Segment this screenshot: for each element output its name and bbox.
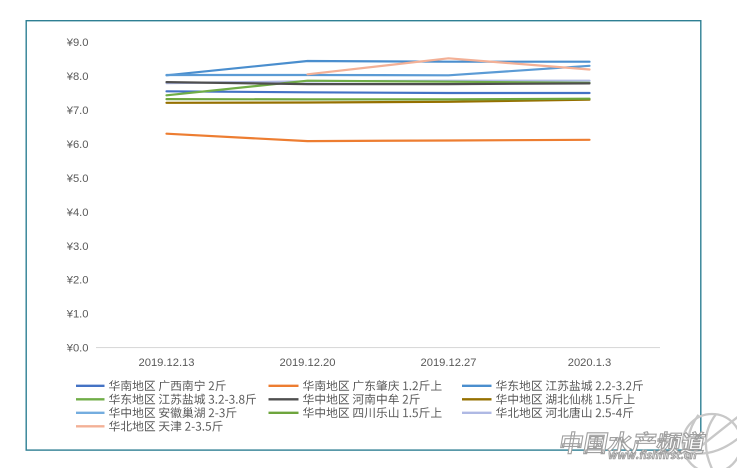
- svg-text:¥6.0: ¥6.0: [66, 139, 89, 151]
- svg-text:¥9.0: ¥9.0: [66, 37, 89, 49]
- svg-text:2019.12.20: 2019.12.20: [280, 357, 336, 369]
- svg-text:¥5.0: ¥5.0: [66, 173, 89, 185]
- svg-text:¥8.0: ¥8.0: [66, 71, 89, 83]
- svg-text:¥7.0: ¥7.0: [66, 105, 89, 117]
- svg-text:¥0.0: ¥0.0: [66, 343, 89, 355]
- svg-text:¥2.0: ¥2.0: [66, 275, 89, 287]
- svg-text:2020.1.3: 2020.1.3: [568, 357, 612, 369]
- svg-text:2019.12.13: 2019.12.13: [139, 357, 195, 369]
- svg-text:2019.12.27: 2019.12.27: [421, 357, 477, 369]
- svg-text:¥3.0: ¥3.0: [66, 241, 89, 253]
- svg-text:¥4.0: ¥4.0: [66, 207, 89, 219]
- svg-text:¥1.0: ¥1.0: [66, 309, 89, 321]
